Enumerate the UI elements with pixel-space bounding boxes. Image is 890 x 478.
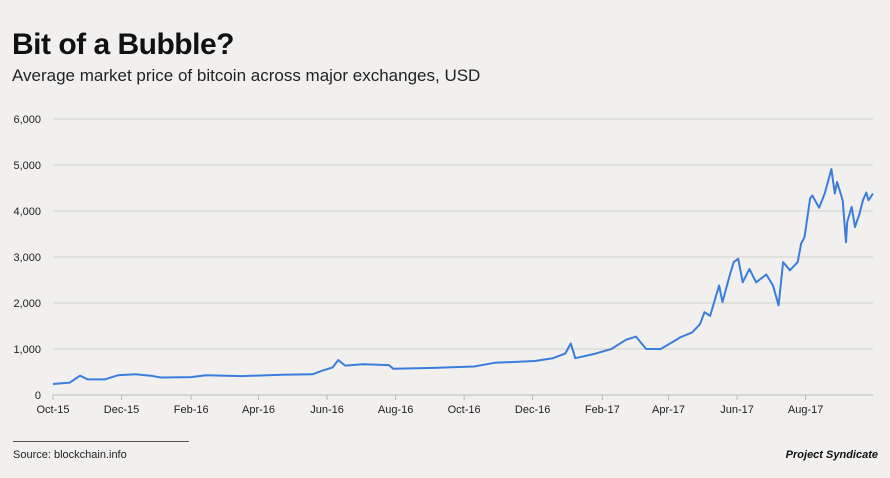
price-line <box>52 168 874 385</box>
y-tick-label: 2,000 <box>13 298 41 310</box>
x-tick-label: Aug-17 <box>788 404 823 416</box>
x-tick-label: Dec-16 <box>515 404 550 416</box>
source-note: Source: blockchain.info <box>13 449 127 461</box>
x-tick-label: Dec-15 <box>104 404 139 416</box>
x-tick-label: Jun-17 <box>720 404 754 416</box>
x-tick-label: Feb-16 <box>174 404 209 416</box>
y-tick-label: 6,000 <box>13 114 41 126</box>
y-tick-label: 3,000 <box>13 252 41 264</box>
y-tick-label: 1,000 <box>13 344 41 356</box>
x-tick-label: Feb-17 <box>585 404 620 416</box>
chart-subtitle: Average market price of bitcoin across m… <box>12 66 481 85</box>
x-tick-label: Aug-16 <box>378 404 413 416</box>
x-tick-label: Apr-16 <box>242 404 275 416</box>
footer-divider <box>13 441 189 442</box>
x-tick-label: Jun-16 <box>310 404 344 416</box>
x-tick-label: Oct-16 <box>448 404 481 416</box>
chart-title: Bit of a Bubble? <box>12 28 234 61</box>
y-tick-label: 5,000 <box>13 160 41 172</box>
x-tick-label: Oct-15 <box>36 404 69 416</box>
x-tick-label: Apr-17 <box>652 404 685 416</box>
y-tick-label: 4,000 <box>13 206 41 218</box>
publisher-logo: Project Syndicate <box>785 449 878 461</box>
y-tick-label: 0 <box>35 390 41 402</box>
